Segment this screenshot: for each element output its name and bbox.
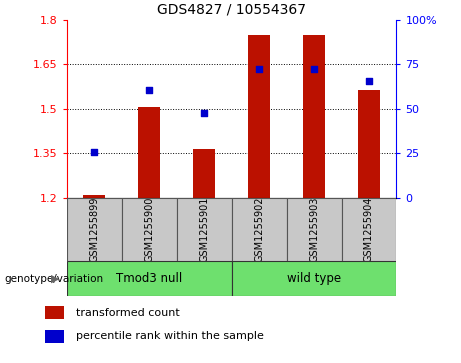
Text: GSM1255903: GSM1255903	[309, 197, 319, 262]
Bar	[45, 330, 65, 343]
Bar	[231, 261, 396, 296]
Text: percentile rank within the sample: percentile rank within the sample	[76, 331, 264, 341]
Point	[365, 78, 372, 83]
Point	[201, 110, 208, 116]
Text: GSM1255899: GSM1255899	[89, 197, 99, 262]
Text: GSM1255901: GSM1255901	[199, 197, 209, 262]
Point	[91, 149, 98, 155]
Text: transformed count: transformed count	[76, 307, 180, 318]
Text: wild type: wild type	[287, 272, 341, 285]
Bar	[248, 35, 270, 198]
Bar	[45, 306, 65, 319]
Text: Tmod3 null: Tmod3 null	[116, 272, 183, 285]
Bar	[177, 198, 231, 261]
Bar	[342, 198, 396, 261]
Title: GDS4827 / 10554367: GDS4827 / 10554367	[157, 2, 306, 16]
Bar	[231, 198, 287, 261]
Text: GSM1255904: GSM1255904	[364, 197, 374, 262]
Point	[255, 66, 263, 72]
Bar	[358, 90, 380, 198]
Text: GSM1255900: GSM1255900	[144, 197, 154, 262]
Bar	[303, 35, 325, 198]
Point	[146, 87, 153, 93]
Text: GSM1255902: GSM1255902	[254, 197, 264, 262]
Bar	[67, 198, 122, 261]
Bar	[83, 195, 105, 198]
Point	[310, 66, 318, 72]
Bar	[193, 149, 215, 198]
Text: ▶: ▶	[51, 274, 59, 284]
Bar	[138, 107, 160, 198]
Bar	[287, 198, 342, 261]
Bar	[122, 198, 177, 261]
Bar	[67, 261, 231, 296]
Text: genotype/variation: genotype/variation	[5, 274, 104, 284]
